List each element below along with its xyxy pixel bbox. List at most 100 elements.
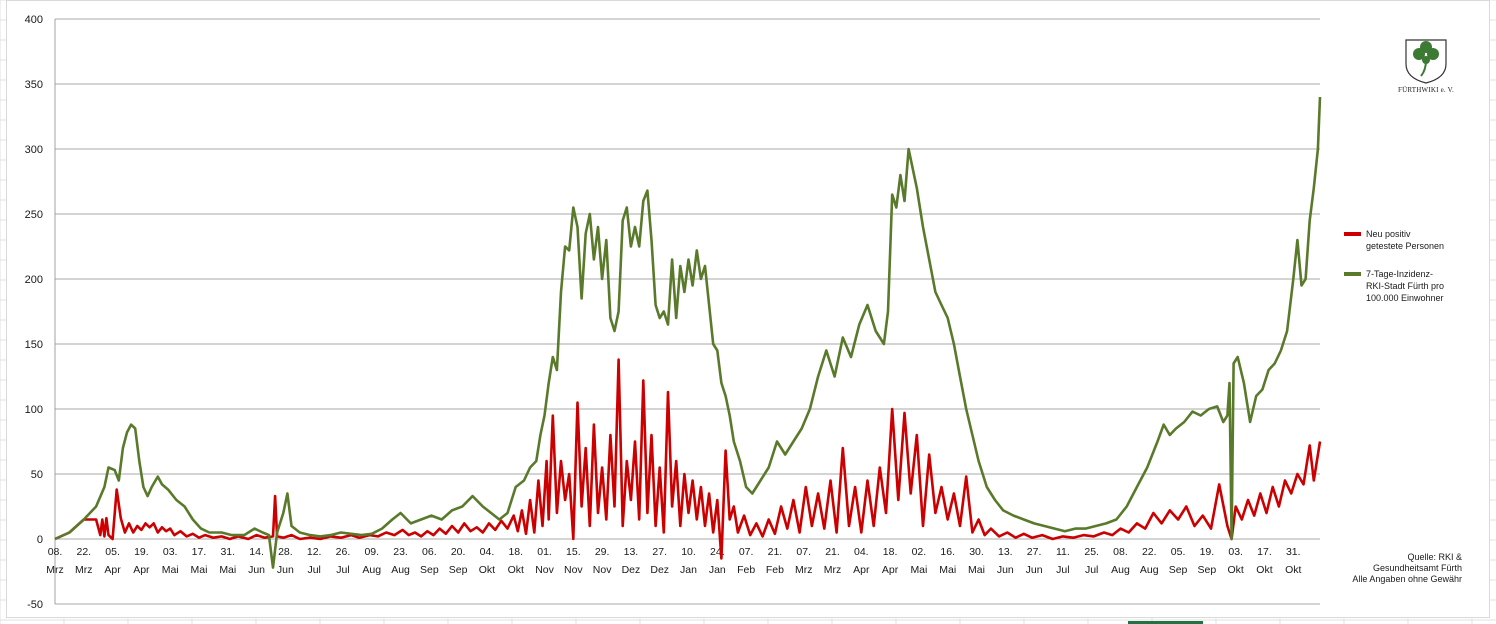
y-axis: -50 0 50 100 150 200 250 300 350 400 <box>25 14 56 611</box>
svg-text:16.: 16. <box>940 546 955 558</box>
svg-text:Mai: Mai <box>968 564 985 576</box>
svg-text:26.: 26. <box>336 546 351 558</box>
x-tick-label: 09. Aug <box>362 546 381 576</box>
gridlines <box>55 18 1320 605</box>
x-tick-label: 01. Nov <box>535 546 554 576</box>
x-tick-label: 22. Aug <box>1140 546 1159 576</box>
x-tick-label: 27. Jun <box>1026 546 1043 576</box>
y-tick-label: 250 <box>25 209 43 221</box>
svg-text:Jul: Jul <box>1056 564 1069 576</box>
svg-text:22.: 22. <box>76 546 91 558</box>
x-tick-label: 10. Jan <box>680 546 697 576</box>
svg-text:31.: 31. <box>220 546 235 558</box>
x-tick-label: 17. Mai <box>191 546 208 576</box>
cloverleaf-crest-icon <box>1405 39 1447 84</box>
x-tick-label: 02. Mai <box>910 546 927 576</box>
svg-text:12.: 12. <box>307 546 322 558</box>
x-tick-label: 15. Nov <box>564 546 583 576</box>
svg-text:Mai: Mai <box>910 564 927 576</box>
legend-label-incidence-line3: 100.000 Einwohner <box>1366 293 1444 303</box>
x-tick-label: 06. Sep <box>420 546 439 576</box>
x-tick-label: 03. Okt <box>1227 546 1243 576</box>
svg-text:Sep: Sep <box>420 564 439 576</box>
x-tick-label: 23. Aug <box>391 546 410 576</box>
svg-text:07.: 07. <box>739 546 754 558</box>
sheet-tab-indicator[interactable] <box>1128 621 1203 624</box>
legend-swatch-incidence <box>1344 272 1361 276</box>
x-tick-label: 17. Okt <box>1256 546 1272 576</box>
source-line2: Gesundheitsamt Fürth <box>1372 563 1462 573</box>
svg-text:Jan: Jan <box>709 564 726 576</box>
svg-text:Aug: Aug <box>362 564 381 576</box>
svg-text:18.: 18. <box>508 546 523 558</box>
x-tick-label: 19. Sep <box>1198 546 1217 576</box>
svg-text:14.: 14. <box>249 546 264 558</box>
svg-text:Okt: Okt <box>1256 564 1272 576</box>
y-tick-label: 150 <box>25 339 43 351</box>
svg-text:Feb: Feb <box>766 564 784 576</box>
x-tick-label: 11. Jul <box>1056 546 1070 576</box>
svg-text:20.: 20. <box>451 546 466 558</box>
x-tick-label: 27. Dez <box>650 546 669 576</box>
logo-text: FÜRTHWIKI e. V. <box>1398 86 1454 94</box>
svg-text:19.: 19. <box>1200 546 1215 558</box>
svg-text:11.: 11. <box>1056 546 1070 558</box>
svg-text:Dez: Dez <box>650 564 669 576</box>
svg-text:01.: 01. <box>537 546 552 558</box>
svg-text:25.: 25. <box>1084 546 1099 558</box>
legend-label-cases-line2: getestete Personen <box>1366 241 1445 251</box>
x-tick-label: 31. Mai <box>219 546 236 576</box>
svg-text:03.: 03. <box>1228 546 1243 558</box>
y-tick-label: 50 <box>31 469 43 481</box>
svg-text:18.: 18. <box>883 546 898 558</box>
svg-text:Apr: Apr <box>104 564 121 576</box>
x-tick-label: 25. Jul <box>1084 546 1099 576</box>
x-tick-label: 08. Mrz <box>46 546 64 576</box>
x-tick-label: 03. Mai <box>162 546 179 576</box>
svg-text:Jun: Jun <box>1026 564 1043 576</box>
svg-text:Nov: Nov <box>593 564 612 576</box>
x-tick-label: 16. Mai <box>939 546 956 576</box>
svg-text:27.: 27. <box>1027 546 1042 558</box>
svg-text:03.: 03. <box>163 546 178 558</box>
svg-text:19.: 19. <box>134 546 149 558</box>
svg-text:09.: 09. <box>364 546 379 558</box>
x-tick-label: 13. Dez <box>622 546 641 576</box>
svg-text:Jun: Jun <box>248 564 265 576</box>
svg-text:Jul: Jul <box>336 564 349 576</box>
x-tick-label: 04. Okt <box>479 546 495 576</box>
legend-label-cases-line1: Neu positiv <box>1366 229 1411 239</box>
series-line-incidence <box>54 96 1322 569</box>
svg-text:17.: 17. <box>192 546 207 558</box>
svg-text:Mrz: Mrz <box>795 564 813 576</box>
source-line3: Alle Angaben ohne Gewähr <box>1352 574 1462 584</box>
svg-text:31.: 31. <box>1286 546 1301 558</box>
svg-text:08.: 08. <box>48 546 63 558</box>
svg-text:06.: 06. <box>422 546 437 558</box>
svg-text:07.: 07. <box>796 546 811 558</box>
legend-swatch-cases <box>1344 232 1361 236</box>
svg-text:13.: 13. <box>998 546 1013 558</box>
x-tick-label: 30. Mai <box>968 546 985 576</box>
fuerthwiki-logo: FÜRTHWIKI e. V. <box>1390 38 1462 98</box>
svg-text:Sep: Sep <box>449 564 468 576</box>
x-tick-label: 31. Okt <box>1285 546 1301 576</box>
svg-text:Jun: Jun <box>277 564 294 576</box>
svg-text:Aug: Aug <box>1140 564 1159 576</box>
svg-text:04.: 04. <box>480 546 495 558</box>
y-tick-label: 200 <box>25 274 43 286</box>
x-tick-label: 18. Okt <box>508 546 524 576</box>
svg-text:Okt: Okt <box>479 564 495 576</box>
svg-text:Apr: Apr <box>882 564 899 576</box>
svg-text:21.: 21. <box>825 546 840 558</box>
svg-text:Mrz: Mrz <box>75 564 93 576</box>
x-tick-label: 07. Mrz <box>795 546 813 576</box>
x-tick-label: 20. Sep <box>449 546 468 576</box>
svg-text:Apr: Apr <box>853 564 870 576</box>
series-layer <box>54 96 1322 569</box>
svg-text:Mai: Mai <box>191 564 208 576</box>
x-tick-label: 07. Feb <box>737 546 755 576</box>
y-tick-label: 0 <box>37 534 43 546</box>
svg-text:05.: 05. <box>105 546 120 558</box>
